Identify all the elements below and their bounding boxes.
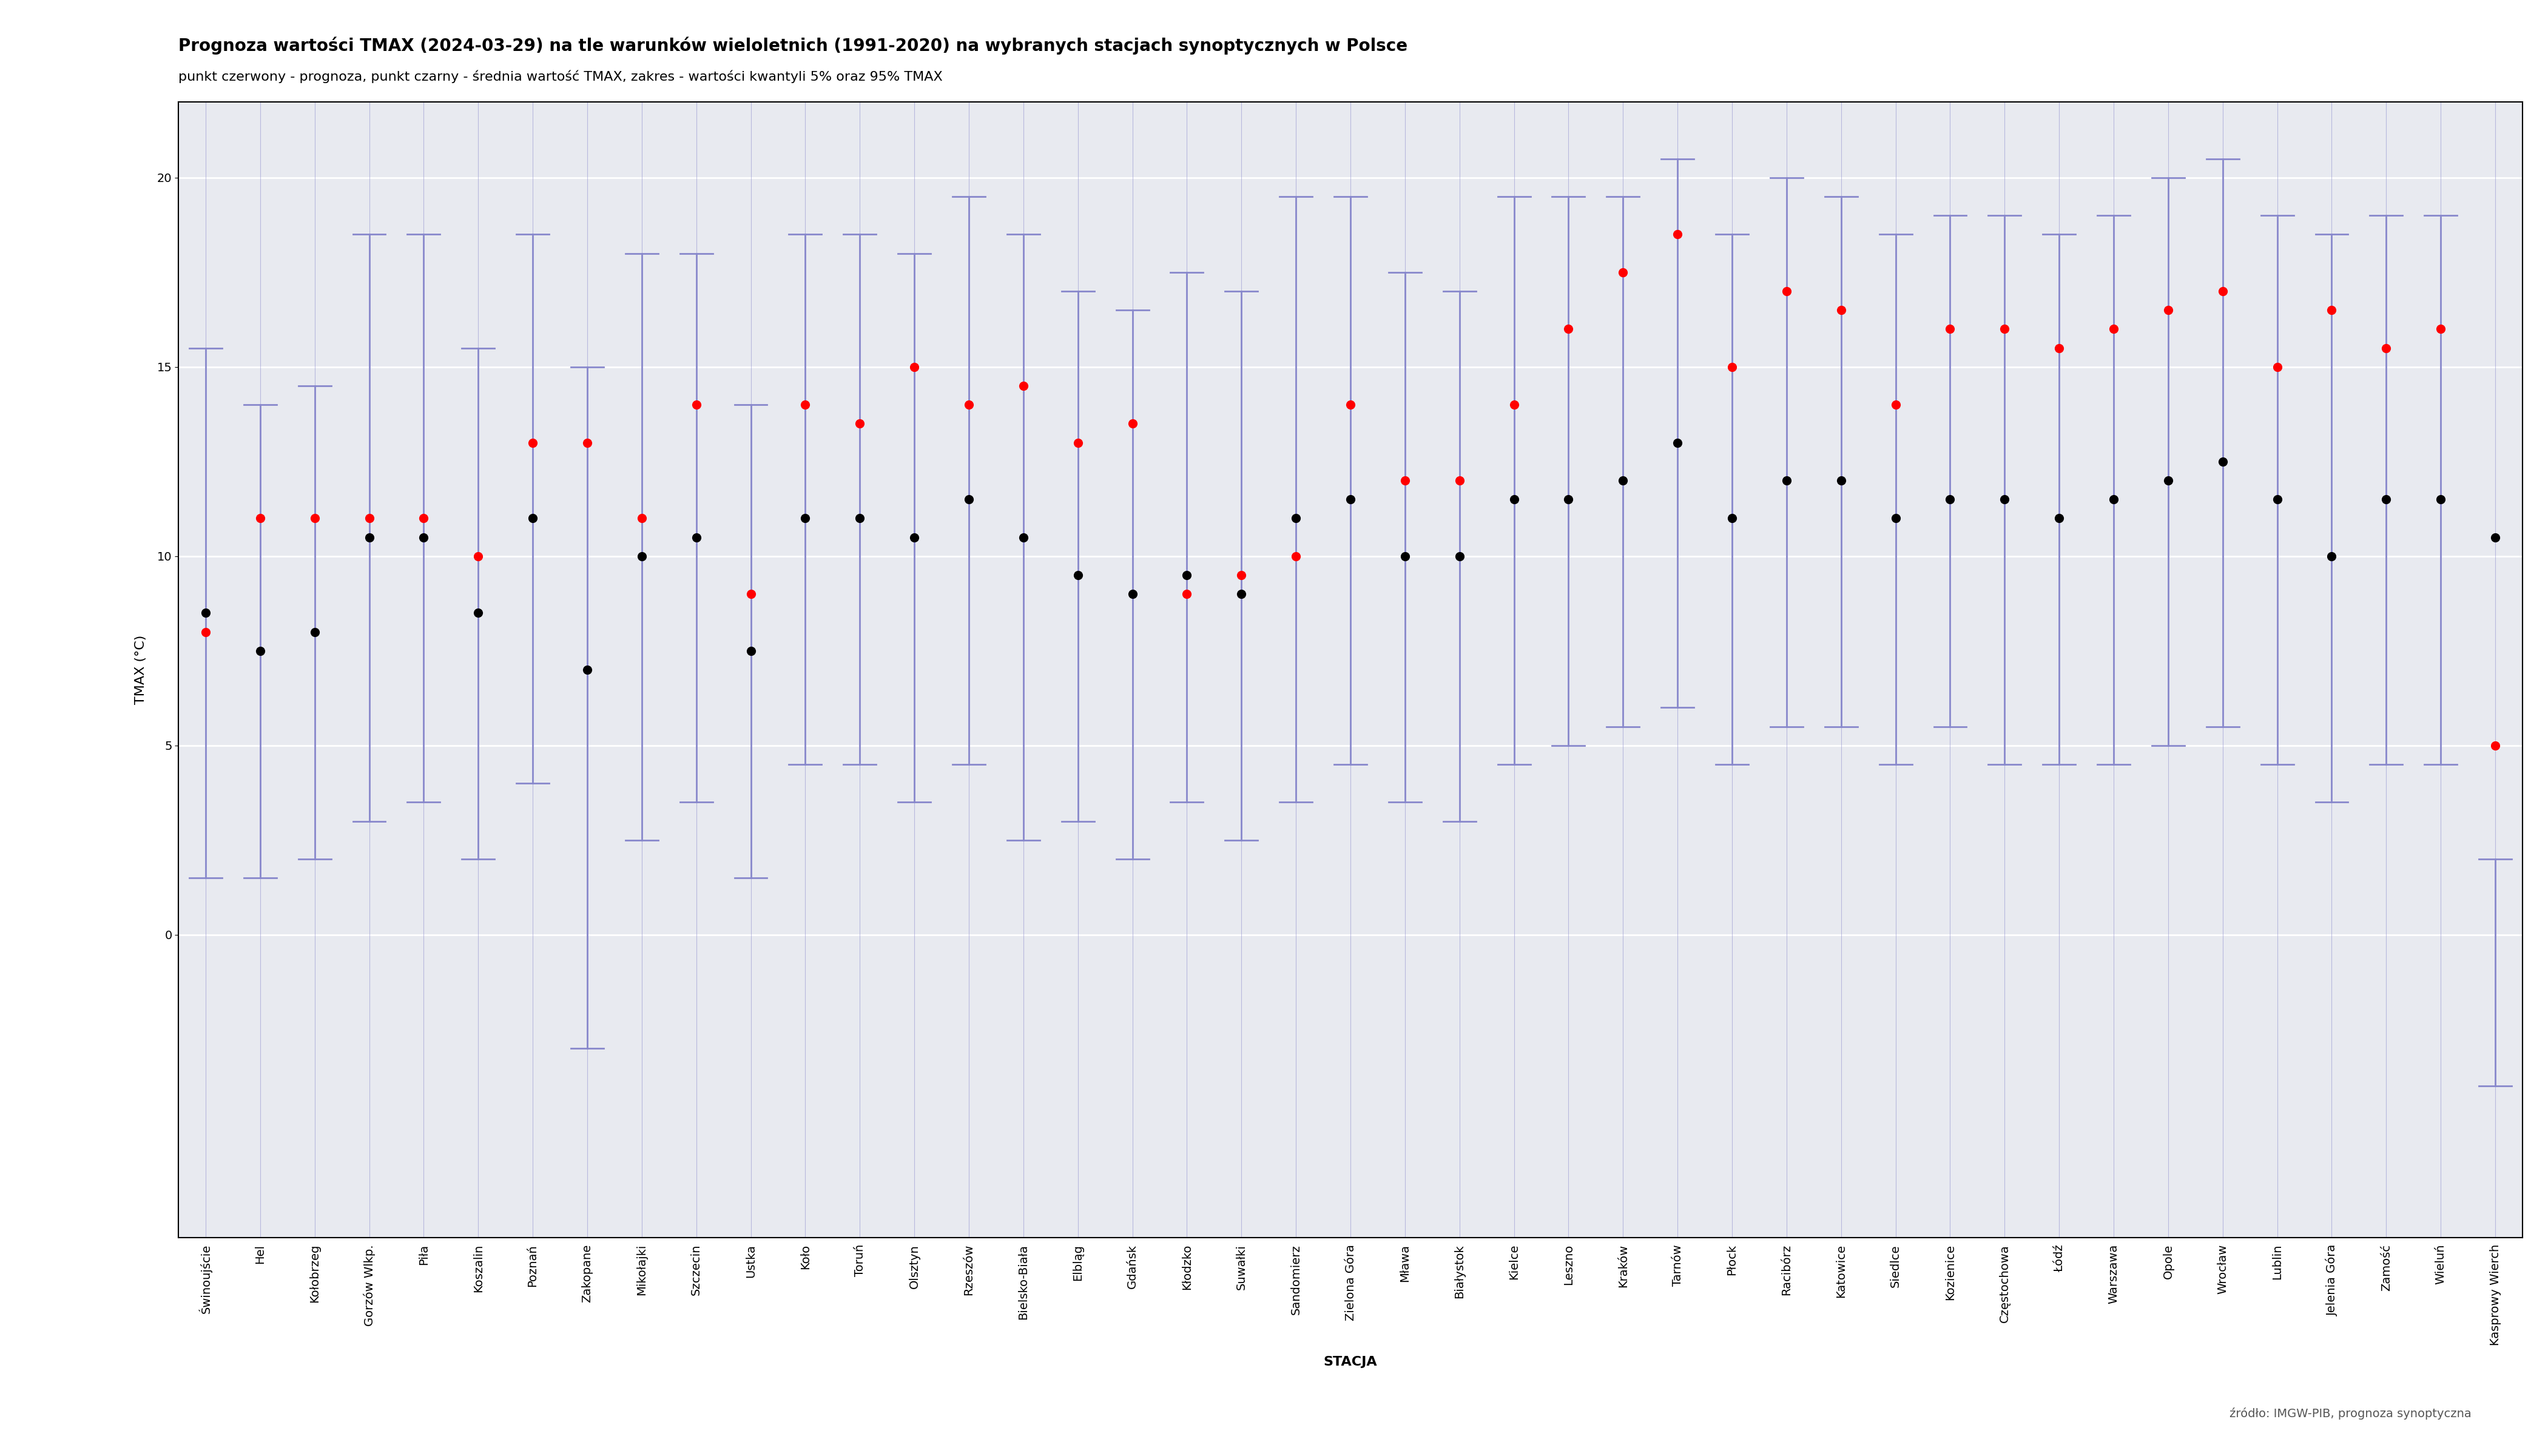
Point [1875,507,1916,530]
Point [2258,488,2298,511]
Point [2258,355,2298,379]
Point [186,620,227,644]
Point [293,507,334,530]
Point [2421,317,2461,341]
Point [2094,488,2135,511]
Point [2367,336,2408,360]
Point [293,620,334,644]
Point [731,639,772,662]
Point [731,582,772,606]
Point [675,393,716,416]
Point [1603,261,1643,284]
Point [1549,317,1590,341]
Point [1549,488,1590,511]
Point [403,507,443,530]
Point [459,545,499,568]
Point [1929,488,1970,511]
Point [1330,393,1371,416]
Point [459,601,499,625]
Point [622,507,662,530]
Point [1004,526,1045,549]
Point [1167,582,1208,606]
Point [2474,734,2515,757]
Point [1493,393,1534,416]
Point [2367,488,2408,511]
Point [240,639,280,662]
Point [622,545,662,568]
Point [512,507,553,530]
Point [2311,298,2352,322]
Point [1111,582,1152,606]
Point [894,526,935,549]
Point [349,526,390,549]
Point [1440,469,1480,492]
Point [1929,317,1970,341]
Point [1167,563,1208,587]
Text: Prognoza wartości TMAX (2024-03-29) na tle warunków wieloletnich (1991-2020) na : Prognoza wartości TMAX (2024-03-29) na t… [178,36,1406,54]
Point [403,526,443,549]
Point [1330,488,1371,511]
Point [2148,298,2189,322]
Point [2038,336,2079,360]
Point [1656,223,1697,246]
Text: źródło: IMGW-PIB, prognoza synoptyczna: źródło: IMGW-PIB, prognoza synoptyczna [2230,1408,2472,1420]
Point [1822,298,1863,322]
Point [512,431,553,454]
Point [1440,545,1480,568]
Point [1985,317,2026,341]
Point [1384,545,1424,568]
Point [566,658,606,681]
Point [349,507,390,530]
Point [785,393,826,416]
Point [1822,469,1863,492]
Point [1766,280,1807,303]
Point [894,355,935,379]
Point [1220,563,1261,587]
Point [1004,374,1045,397]
Point [1057,563,1098,587]
Point [675,526,716,549]
Point [1712,355,1753,379]
Point [1277,545,1317,568]
Point [1220,582,1261,606]
Point [1493,488,1534,511]
Point [1603,469,1643,492]
Point [1057,431,1098,454]
Point [1985,488,2026,511]
Point [1656,431,1697,454]
Y-axis label: TMAX (°C): TMAX (°C) [135,635,148,705]
Point [240,507,280,530]
Point [1712,507,1753,530]
Point [186,601,227,625]
Point [2201,450,2242,473]
Point [2474,526,2515,549]
Point [1277,507,1317,530]
Text: punkt czerwony - prognoza, punkt czarny - średnia wartość TMAX, zakres - wartośc: punkt czerwony - prognoza, punkt czarny … [178,70,943,83]
Point [1111,412,1152,435]
Point [2094,317,2135,341]
Point [1875,393,1916,416]
Point [785,507,826,530]
Point [838,507,879,530]
Point [948,488,989,511]
Point [2311,545,2352,568]
Point [2201,280,2242,303]
Point [948,393,989,416]
Point [2421,488,2461,511]
Point [2038,507,2079,530]
Point [1384,469,1424,492]
Point [2148,469,2189,492]
Point [838,412,879,435]
Point [566,431,606,454]
X-axis label: STACJA: STACJA [1322,1356,1378,1369]
Point [1766,469,1807,492]
